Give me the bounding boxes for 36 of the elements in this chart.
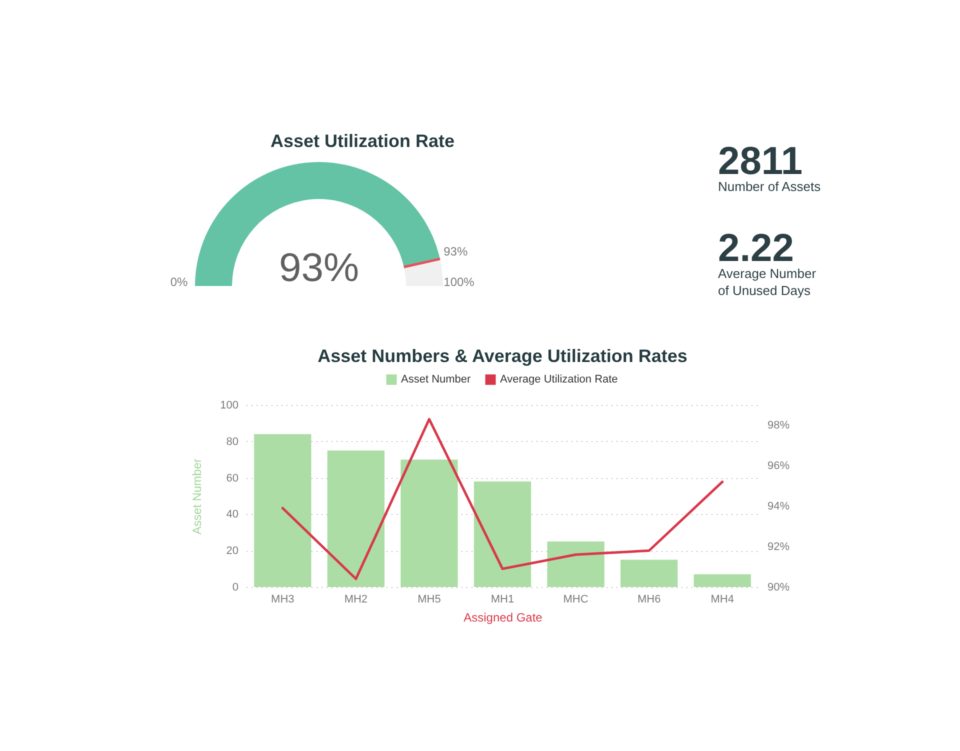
y-tick-label: 80 [226, 436, 238, 448]
bar [547, 542, 604, 587]
y-tick-label: 0 [232, 582, 238, 594]
y-tick-label: 40 [226, 508, 238, 521]
chart-title: Asset Numbers & Average Utilization Rates [318, 346, 688, 366]
x-tick-label: MH1 [490, 594, 514, 606]
line-series [281, 418, 724, 580]
x-axis-title: Assigned Gate [464, 610, 543, 624]
x-tick-label: MH3 [271, 594, 294, 606]
text: 100% [444, 275, 475, 289]
chart-title: Asset Utilization Rate [270, 131, 455, 151]
data-label: 93% [278, 246, 360, 290]
x-tick-label: MH5 [418, 594, 441, 606]
y-tick-label: 100 [220, 400, 238, 412]
bar [254, 434, 312, 587]
text: 0% [170, 275, 188, 289]
x-tick-label: MH4 [710, 594, 734, 606]
bar [620, 560, 678, 587]
x-tick-label: MH6 [637, 594, 661, 606]
y-tick-label: 20 [226, 545, 238, 558]
legend-label: Asset Number [401, 374, 472, 386]
x-tick-label: MH2 [344, 594, 368, 606]
text: 93% [444, 244, 468, 258]
bar [694, 574, 751, 587]
y2-tick-label: 94% [768, 500, 790, 513]
y2-tick-label: 98% [768, 420, 790, 432]
y2-tick-label: 92% [768, 541, 790, 554]
x-tick-label: MHC [563, 594, 588, 606]
legend-label: Average Utilization Rate [500, 374, 618, 386]
bar [400, 460, 458, 587]
y-axis-title: Asset Number [190, 458, 204, 535]
y2-tick-label: 90% [768, 582, 790, 594]
bar [327, 450, 385, 587]
y-tick-label: 60 [226, 472, 238, 484]
bar [474, 481, 532, 587]
y2-tick-label: 96% [768, 460, 790, 472]
